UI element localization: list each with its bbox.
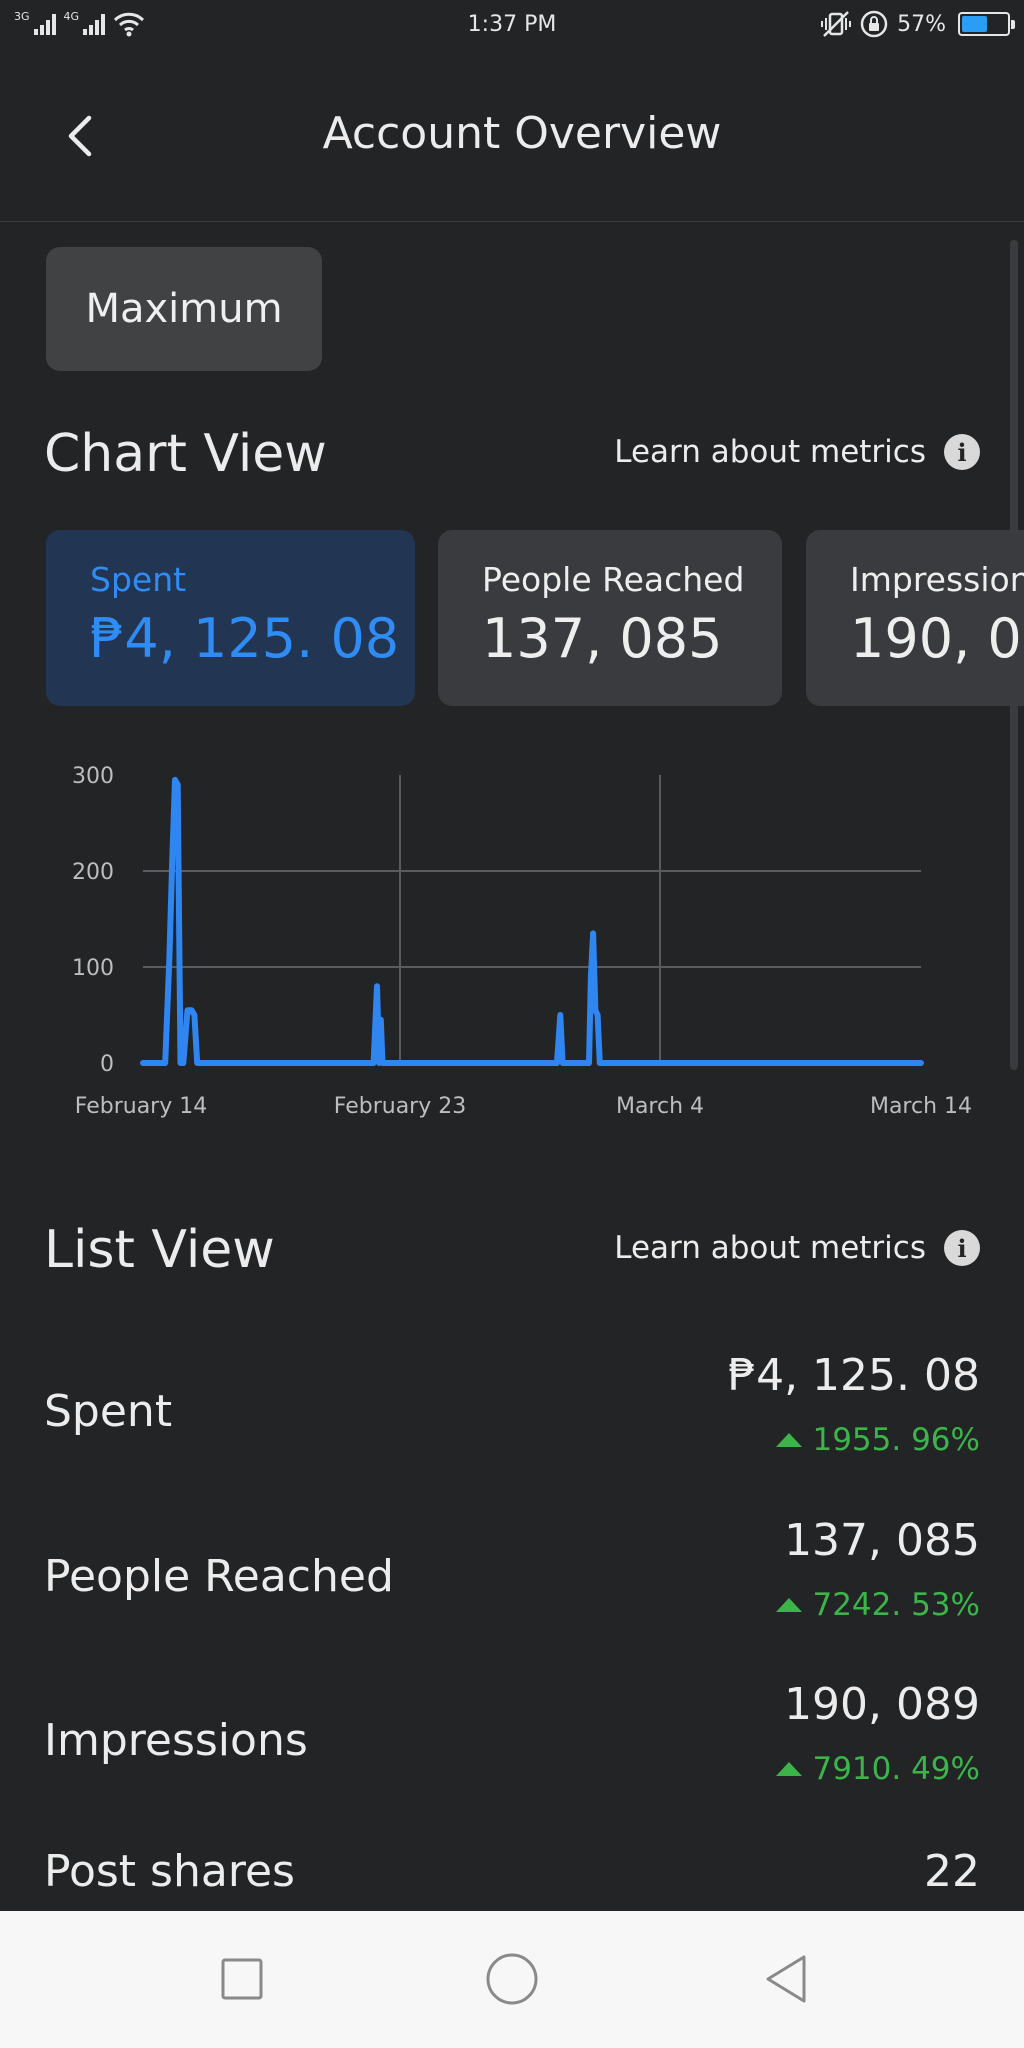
series-line-spent bbox=[140, 776, 924, 1066]
metric-card-label: Impressions bbox=[850, 560, 1024, 599]
metric-card-label: People Reached bbox=[482, 560, 745, 599]
y-tick-label: 0 bbox=[100, 1052, 114, 1077]
battery-icon bbox=[958, 12, 1015, 36]
battery-percent: 57% bbox=[897, 11, 946, 37]
list-item-label: People Reached bbox=[44, 1551, 394, 1602]
list-item-impressions[interactable]: Impressions 190, 089 7910. 49% bbox=[44, 1679, 980, 1809]
wifi-icon bbox=[114, 12, 145, 37]
x-tick-label: March 4 bbox=[616, 1094, 704, 1119]
page-title: Account Overview bbox=[322, 108, 722, 159]
list-item-change: 7242. 53% bbox=[776, 1587, 980, 1623]
change-percent: 1955. 96% bbox=[812, 1422, 980, 1458]
list-item-label: Post shares bbox=[44, 1846, 295, 1897]
list-item-value: 137, 085 bbox=[784, 1515, 980, 1566]
back-triangle-icon bbox=[766, 1955, 806, 2003]
home-button[interactable] bbox=[482, 1949, 542, 2009]
signal-icon bbox=[33, 13, 56, 35]
list-item-value: 190, 089 bbox=[784, 1679, 980, 1730]
chart-view-title: Chart View bbox=[44, 424, 327, 484]
app-header: Account Overview bbox=[0, 48, 1024, 222]
list-item-post-shares[interactable]: Post shares 22 bbox=[44, 1846, 980, 1906]
list-view-title: List View bbox=[44, 1220, 275, 1280]
x-tick-label: March 14 bbox=[870, 1094, 972, 1119]
list-item-value: 22 bbox=[924, 1846, 980, 1897]
y-tick-label: 200 bbox=[72, 860, 114, 885]
list-item-label: Spent bbox=[44, 1386, 173, 1437]
metric-card-spent[interactable]: Spent ₱4, 125. 08 bbox=[46, 530, 415, 706]
status-bar: 3G 4G 1:37 PM 57% bbox=[0, 0, 1024, 48]
back-nav-button[interactable] bbox=[756, 1949, 816, 2009]
home-circle-icon bbox=[486, 1953, 538, 2005]
network-type-label: 3G bbox=[14, 9, 30, 23]
list-item-change: 7910. 49% bbox=[776, 1751, 980, 1787]
recents-button[interactable] bbox=[212, 1949, 272, 2009]
spent-line-chart: 300 200 100 0 February 14 February 23 March 4 M… bbox=[72, 764, 972, 1119]
metric-card-people-reached[interactable]: People Reached 137, 085 bbox=[438, 530, 782, 706]
info-icon: i bbox=[944, 1230, 980, 1266]
arrow-up-icon bbox=[776, 1762, 803, 1776]
back-button[interactable] bbox=[56, 112, 104, 160]
arrow-up-icon bbox=[776, 1598, 803, 1612]
battery-level-fill bbox=[962, 16, 988, 32]
system-navigation-bar bbox=[0, 1911, 1024, 2048]
recents-square-icon bbox=[221, 1958, 263, 2000]
network-type-label: 4G bbox=[63, 9, 80, 23]
list-learn-metrics-link[interactable]: Learn about metrics i bbox=[614, 1230, 980, 1266]
chart-learn-metrics-link[interactable]: Learn about metrics i bbox=[614, 434, 980, 470]
rotation-lock-icon bbox=[860, 10, 888, 38]
info-icon: i bbox=[944, 434, 980, 470]
learn-metrics-label: Learn about metrics bbox=[614, 1230, 926, 1266]
metric-cards-carousel[interactable]: Spent ₱4, 125. 08 People Reached 137, 08… bbox=[46, 530, 1024, 708]
date-range-button[interactable]: Maximum bbox=[46, 247, 322, 371]
metric-card-impressions[interactable]: Impressions 190, 089 bbox=[806, 530, 1024, 706]
chevron-left-icon bbox=[68, 115, 92, 157]
y-tick-label: 100 bbox=[72, 956, 114, 981]
list-item-change: 1955. 96% bbox=[776, 1422, 980, 1458]
arrow-up-icon bbox=[776, 1433, 803, 1447]
metric-card-value: 137, 085 bbox=[482, 607, 723, 670]
metric-card-value: 190, 089 bbox=[850, 607, 1024, 670]
metric-card-value: ₱4, 125. 08 bbox=[90, 607, 400, 670]
list-item-people-reached[interactable]: People Reached 137, 085 7242. 53% bbox=[44, 1515, 980, 1645]
vibrate-icon bbox=[821, 11, 852, 37]
change-percent: 7910. 49% bbox=[812, 1751, 980, 1787]
y-tick-label: 300 bbox=[72, 764, 114, 789]
learn-metrics-label: Learn about metrics bbox=[614, 434, 926, 470]
list-item-value: ₱4, 125. 08 bbox=[728, 1350, 980, 1401]
signal-icon bbox=[83, 13, 106, 35]
change-percent: 7242. 53% bbox=[812, 1587, 980, 1623]
x-tick-label: February 23 bbox=[334, 1094, 466, 1119]
x-tick-label: February 14 bbox=[75, 1094, 207, 1119]
metric-card-label: Spent bbox=[90, 560, 187, 599]
list-item-label: Impressions bbox=[44, 1715, 308, 1766]
list-item-spent[interactable]: Spent ₱4, 125. 08 1955. 96% bbox=[44, 1350, 980, 1480]
